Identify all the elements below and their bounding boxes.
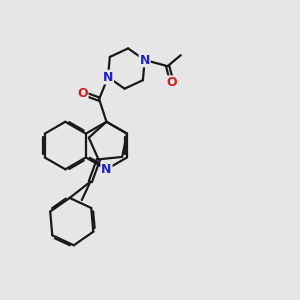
Text: N: N	[101, 163, 112, 176]
Text: O: O	[167, 76, 177, 89]
Text: O: O	[77, 87, 88, 100]
Text: N: N	[140, 53, 150, 67]
Text: N: N	[103, 70, 113, 84]
